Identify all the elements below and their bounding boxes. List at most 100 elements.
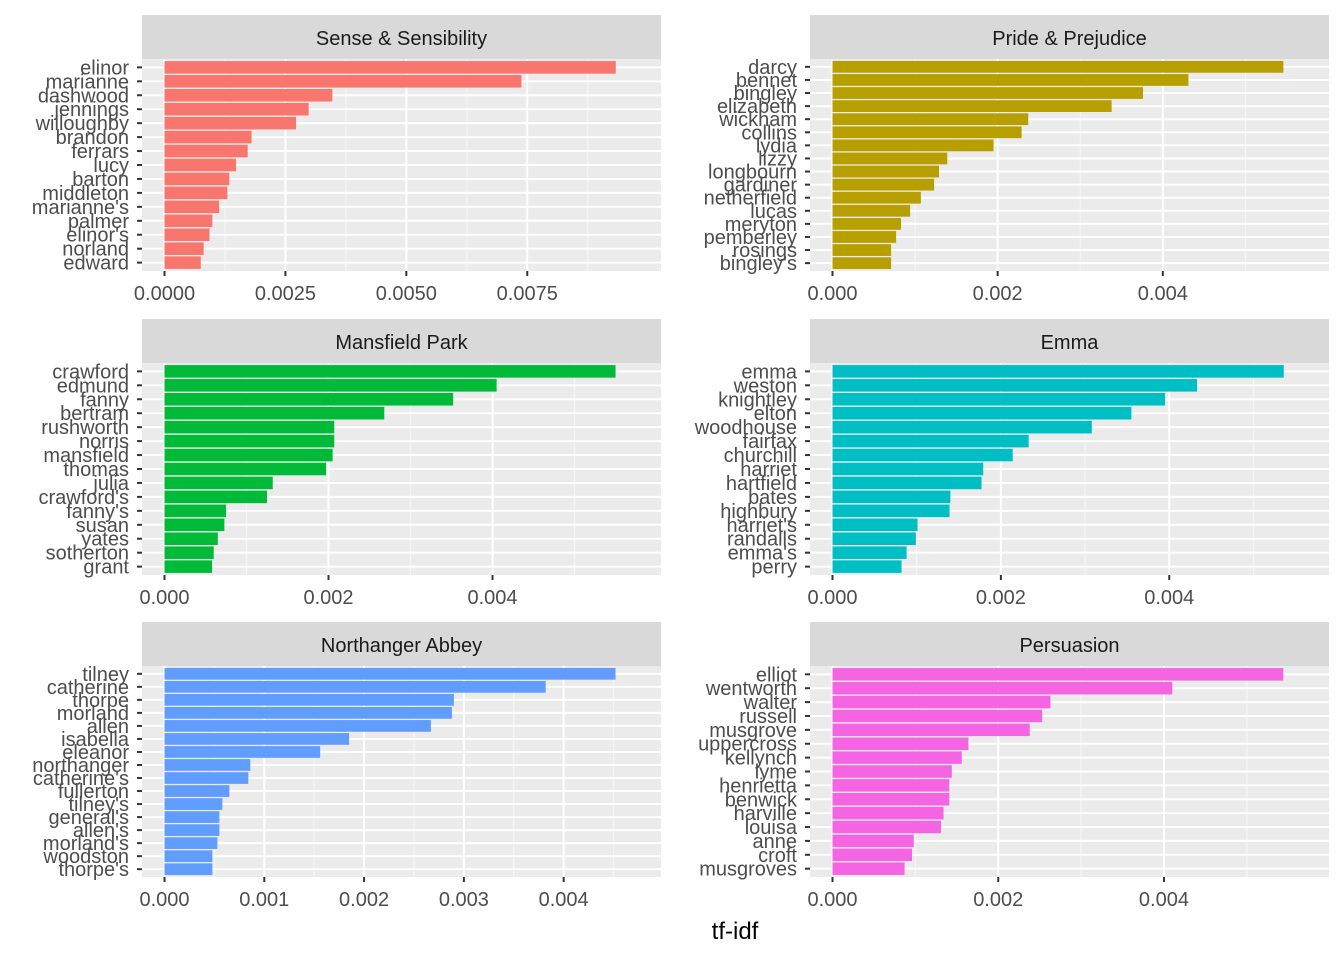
y-tick-label: lucas (750, 201, 797, 223)
bar (164, 420, 335, 434)
y-tick-label: ferrars (71, 141, 129, 163)
y-tick-label: emma (741, 361, 797, 383)
y-tick-label: benwick (725, 789, 798, 811)
y-tick-label: netherfield (704, 188, 797, 210)
bar (832, 406, 1132, 420)
y-tick-label: croft (758, 845, 797, 867)
y-tick-label: crawford (52, 361, 129, 383)
bar (832, 490, 951, 504)
bar (832, 834, 914, 848)
y-tick-label: isabella (61, 729, 130, 751)
bar (832, 420, 1092, 434)
facet-panel: Northanger Abbeytilneycatherinethorpemor… (32, 622, 661, 911)
y-tick-label: middleton (42, 183, 129, 205)
bar (832, 695, 1051, 709)
x-tick-label: 0.001 (239, 889, 289, 911)
y-tick-label: wickham (718, 109, 797, 131)
bar (164, 504, 227, 518)
y-tick-label: marianne (46, 71, 129, 93)
bar (832, 191, 921, 204)
x-tick-label: 0.004 (539, 889, 589, 911)
y-tick-label: elliot (756, 664, 798, 686)
y-tick-label: churchill (724, 445, 797, 467)
bar (832, 848, 913, 862)
bar (832, 152, 948, 165)
bar (164, 75, 522, 88)
x-tick-label: 0.000 (139, 889, 189, 911)
bar (164, 560, 213, 573)
x-tick-label: 0.000 (807, 889, 857, 911)
y-tick-label: louisa (745, 817, 798, 839)
facet-strip (810, 319, 1329, 363)
y-tick-label: fanny's (66, 501, 129, 523)
bar (164, 863, 213, 876)
y-tick-label: yates (81, 529, 129, 551)
y-tick-label: hartfield (726, 473, 797, 495)
y-tick-label: harville (734, 803, 797, 825)
bar (832, 165, 940, 178)
y-tick-label: allen (87, 716, 129, 738)
y-tick-label: eleanor (62, 742, 129, 764)
y-tick-label: rushworth (41, 417, 129, 439)
y-tick-label: musgrove (709, 720, 797, 742)
bar (832, 504, 950, 518)
x-tick-label: 0.002 (976, 587, 1026, 609)
bar (832, 365, 1284, 378)
bar (164, 680, 546, 693)
y-tick-label: elton (754, 403, 797, 425)
y-tick-label: bennet (736, 70, 798, 92)
bar (164, 811, 220, 823)
y-tick-label: highbury (720, 501, 797, 523)
x-tick-label: 0.0000 (134, 283, 195, 305)
bar (832, 139, 994, 152)
y-tick-label: susan (76, 515, 129, 537)
x-tick-label: 0.002 (303, 587, 353, 609)
y-tick-label: edward (63, 253, 129, 275)
y-tick-label: palmer (68, 211, 129, 233)
bar (832, 434, 1029, 448)
bar (164, 379, 497, 392)
bar (832, 765, 952, 778)
facet-strip-title: Persuasion (1019, 635, 1119, 657)
y-tick-label: grant (83, 557, 129, 579)
bar (164, 532, 218, 546)
facet-strip (142, 15, 661, 59)
y-tick-label: allen's (73, 820, 129, 842)
y-tick-label: fullerton (58, 781, 129, 803)
bar (832, 60, 1284, 73)
y-tick-label: morland's (43, 833, 129, 855)
x-tick-label: 0.0050 (376, 283, 437, 305)
bar (164, 733, 350, 745)
bar (832, 532, 916, 546)
y-tick-label: henrietta (719, 775, 798, 797)
y-tick-label: catherine's (33, 768, 129, 790)
y-tick-label: tilney's (68, 794, 129, 816)
bar (164, 392, 454, 406)
facet-panel: Emma emmawestonknightleyeltonwoodhousefai… (694, 319, 1329, 609)
facet-strip-title: Mansfield Park (335, 332, 468, 354)
y-tick-label: russell (739, 706, 797, 728)
bar (164, 130, 252, 144)
bar (164, 144, 248, 158)
x-axis-title: tf-idf (712, 918, 759, 945)
y-tick-label: emma's (728, 543, 797, 565)
bar (832, 379, 1198, 392)
bar (832, 231, 897, 243)
facet-strip (810, 15, 1329, 59)
y-tick-label: norris (79, 431, 129, 453)
bar (164, 707, 452, 719)
y-tick-label: weston (733, 375, 797, 397)
y-tick-label: crawford's (38, 487, 129, 509)
y-tick-label: thomas (63, 459, 129, 481)
bar (164, 172, 230, 186)
x-tick-label: 0.002 (339, 889, 389, 911)
x-tick-label: 0.000 (807, 283, 857, 305)
bar (832, 751, 962, 764)
bar (164, 242, 204, 255)
y-tick-label: bingley's (720, 253, 797, 275)
y-tick-label: woodston (42, 846, 129, 868)
y-tick-label: lydia (756, 135, 798, 157)
x-tick-label: 0.004 (1144, 587, 1194, 609)
bar (164, 518, 225, 532)
